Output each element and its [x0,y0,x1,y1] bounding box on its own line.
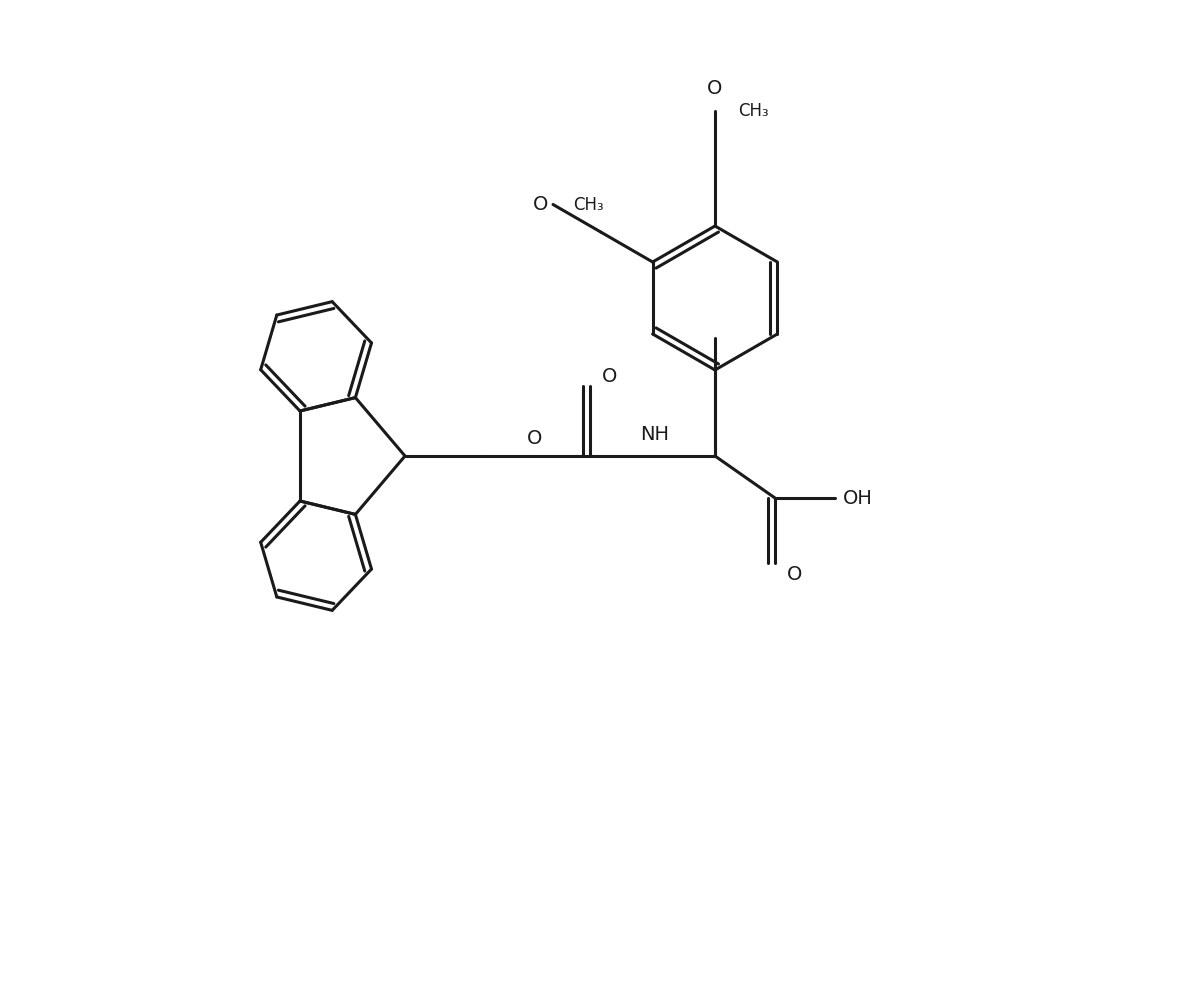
Text: O: O [787,565,803,585]
Text: O: O [527,428,543,448]
Text: O: O [707,80,722,99]
Text: OH: OH [843,489,873,507]
Text: CH₃: CH₃ [738,102,768,120]
Text: NH: NH [641,424,669,444]
Text: CH₃: CH₃ [573,196,603,214]
Text: O: O [533,195,548,214]
Text: O: O [603,367,618,385]
